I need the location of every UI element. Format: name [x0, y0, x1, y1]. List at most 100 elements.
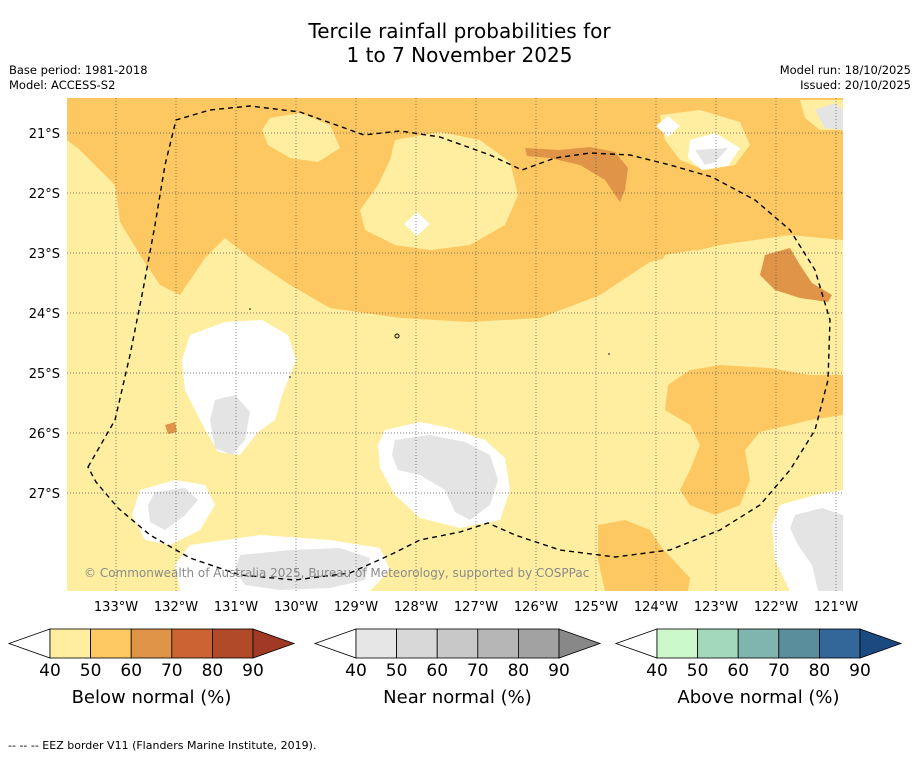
near-40-patch-7	[815, 103, 843, 130]
base-period: Base period: 1981-2018	[9, 63, 148, 77]
colorbar-tick-label: 50	[386, 661, 408, 681]
latitude-label: 25°S	[29, 367, 60, 382]
colorbar-segment	[90, 628, 132, 659]
longitude-label: 129°W	[334, 600, 378, 615]
colorbar-segment	[737, 628, 780, 659]
below-40-patch-nw	[262, 113, 340, 162]
colorbar-under-arrow	[313, 628, 357, 659]
longitude-label: 133°W	[94, 600, 138, 615]
colorbar-legends: 40 50 60 70 80 90 Below normal (%) 40 50 60 70 80 90…	[7, 628, 903, 708]
longitude-label: 131°W	[214, 600, 258, 615]
colorbar-tick-label: 60	[120, 661, 142, 681]
near-40-patch-5	[790, 508, 843, 591]
issued-date: Issued: 20/10/2025	[800, 78, 911, 92]
title-line-1: Tercile rainfall probabilities for	[308, 19, 611, 43]
near-40-patch-3	[148, 488, 198, 530]
below-60-speck	[165, 422, 177, 434]
longitude-label: 130°W	[274, 600, 318, 615]
colorbar-tick-label: 90	[242, 661, 264, 681]
colorbar-under-arrow	[614, 628, 658, 659]
colorbar-segment	[171, 628, 213, 659]
longitude-label: 132°W	[154, 600, 198, 615]
latitude-label: 24°S	[29, 307, 60, 322]
colorbar-segment	[49, 628, 91, 659]
colorbar-tick-label: 50	[80, 661, 102, 681]
below-60-north	[525, 147, 628, 202]
below-60-east	[760, 248, 832, 302]
colorbar-title: Near normal (%)	[383, 687, 532, 708]
colorbar-tick-label: 60	[727, 661, 749, 681]
longitude-label: 121°W	[814, 600, 858, 615]
longitude-label: 125°W	[574, 600, 618, 615]
latitude-label: 23°S	[29, 247, 60, 262]
probability-map: © Commonwealth of Australia 2025, Bureau…	[67, 98, 843, 591]
near-40-patch-4	[235, 548, 370, 590]
near-40-patch-2	[392, 435, 498, 520]
white-patch-diamond-2	[656, 116, 680, 137]
colorbar-tick-label: 40	[345, 661, 367, 681]
latitude-labels: 21°S 22°S 23°S 24°S 25°S 26°S 27°S	[29, 127, 60, 502]
white-patch-diamond-1	[404, 212, 430, 236]
model-name: Model: ACCESS-S2	[9, 78, 116, 92]
longitude-label: 123°W	[694, 600, 738, 615]
near-40-patch-1	[210, 395, 250, 455]
colorbar-tick-label: 50	[687, 661, 709, 681]
longitude-label: 128°W	[394, 600, 438, 615]
colorbar-tick-label: 40	[39, 661, 61, 681]
colorbar-segment	[355, 628, 397, 659]
below-40-patch-north	[360, 132, 518, 250]
colorbar-title: Above normal (%)	[677, 687, 839, 708]
latitude-gridlines	[67, 132, 843, 494]
colorbar-tick-label: 80	[202, 661, 224, 681]
longitude-label: 126°W	[514, 600, 558, 615]
colorbar-segment	[518, 628, 560, 659]
island-mark	[608, 353, 610, 355]
colorbar-over-arrow	[252, 628, 296, 659]
colorbar: 40 50 60 70 80 90 Above normal (%)	[614, 628, 903, 708]
near-40-patch-6	[695, 148, 728, 165]
colorbar-segment	[130, 628, 173, 659]
title-line-2: 1 to 7 November 2025	[346, 43, 573, 67]
colorbar-segment	[656, 628, 698, 659]
colorbar-segment	[778, 628, 820, 659]
eez-border	[87, 105, 831, 581]
model-run: Model run: 18/10/2025	[779, 63, 911, 77]
colorbar-segment	[211, 628, 254, 659]
colorbar-title: Below normal (%)	[72, 687, 232, 708]
colorbar-tick-label: 70	[768, 661, 790, 681]
longitude-label: 122°W	[754, 600, 798, 615]
colorbar-tick-label: 80	[809, 661, 831, 681]
colorbar-tick-label: 80	[508, 661, 530, 681]
longitude-gridlines	[115, 98, 837, 591]
colorbar-over-arrow	[558, 628, 602, 659]
longitude-label: 127°W	[454, 600, 498, 615]
colorbar-over-arrow	[859, 628, 903, 659]
colorbar-segment	[819, 628, 861, 659]
colorbar-under-arrow	[7, 628, 51, 659]
island-mark	[394, 333, 400, 339]
island-mark	[249, 308, 251, 310]
colorbar-tick-label: 90	[849, 661, 871, 681]
colorbar-segment	[477, 628, 519, 659]
colorbar-tick-label: 40	[646, 661, 668, 681]
colorbar: 40 50 60 70 80 90 Near normal (%)	[313, 628, 602, 708]
eez-footnote: -- -- -- EEZ border V11 (Flanders Marine…	[8, 739, 317, 752]
latitude-label: 27°S	[29, 487, 60, 502]
colorbar-segment	[697, 628, 739, 659]
colorbar-tick-label: 70	[467, 661, 489, 681]
latitude-label: 21°S	[29, 127, 60, 142]
latitude-label: 22°S	[29, 187, 60, 202]
longitude-label: 124°W	[634, 600, 678, 615]
colorbar-tick-label: 90	[548, 661, 570, 681]
longitude-labels: 133°W 132°W 131°W 130°W 129°W 128°W 127°W 126°W…	[94, 600, 858, 615]
colorbar-tick-label: 60	[426, 661, 448, 681]
near-40-patch-8	[245, 560, 275, 580]
colorbar: 40 50 60 70 80 90 Below normal (%)	[7, 628, 296, 708]
below-50-south	[598, 520, 690, 591]
copyright-text: © Commonwealth of Australia 2025, Bureau…	[84, 566, 589, 580]
colorbar-segment	[396, 628, 438, 659]
colorbar-tick-label: 70	[161, 661, 183, 681]
below-40-patch-east	[660, 250, 708, 275]
island-mark	[289, 376, 291, 378]
